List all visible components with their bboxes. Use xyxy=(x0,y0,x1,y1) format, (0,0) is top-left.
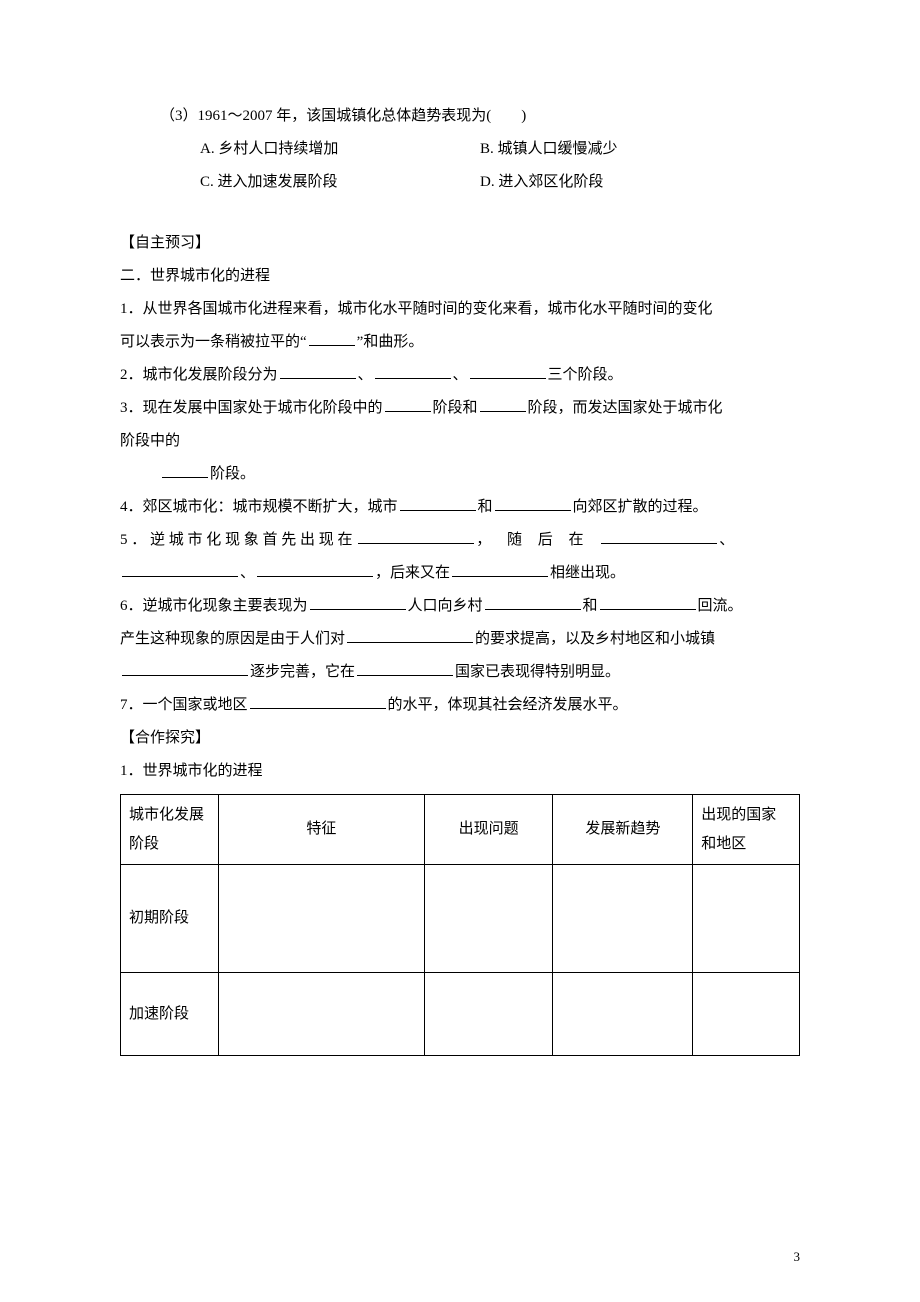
question-3-options-row1: A. 乡村人口持续增加 B. 城镇人口缓慢减少 xyxy=(120,133,800,166)
blank xyxy=(495,494,571,512)
table-row: 加速阶段 xyxy=(121,973,800,1056)
cell-empty xyxy=(553,973,693,1056)
blank xyxy=(385,395,431,413)
item-3e: 阶段。 xyxy=(210,466,255,482)
item-3a: 3．现在发展中国家处于城市化阶段中的 xyxy=(120,400,383,416)
item-3c: 阶段，而发达国家处于城市化 xyxy=(528,400,723,416)
item-5c: 、 xyxy=(719,532,734,548)
item-7: 7．一个国家或地区 的水平，体现其社会经济发展水平。 xyxy=(120,689,800,722)
item-3b: 阶段和 xyxy=(433,400,478,416)
item-6f: 的要求提高，以及乡村地区和小城镇 xyxy=(475,631,715,647)
option-d: D. 进入郊区化阶段 xyxy=(480,166,603,199)
question-3-stem: （3）1961～2007 年，该国城镇化总体趋势表现为( ) xyxy=(120,100,800,133)
item-1b: 可以表示为一条稍被拉平的“ xyxy=(120,334,307,350)
item-6h: 国家已表现得特别明显。 xyxy=(455,664,620,680)
page-number: 3 xyxy=(794,1243,801,1272)
question-3-options-row2: C. 进入加速发展阶段 D. 进入郊区化阶段 xyxy=(120,166,800,199)
item-5d: 、 xyxy=(240,565,255,581)
table-row: 初期阶段 xyxy=(121,865,800,973)
item-6a: 6．逆城市化现象主要表现为 xyxy=(120,598,308,614)
blank xyxy=(357,659,453,677)
item-7b: 的水平，体现其社会经济发展水平。 xyxy=(388,697,628,713)
cell-empty xyxy=(424,973,553,1056)
blank xyxy=(480,395,526,413)
th-problem: 出现问题 xyxy=(424,795,553,865)
item-1-line1: 1．从世界各国城市化进程来看，城市化水平随时间的变化来看，城市化水平随时间的变化 xyxy=(120,293,800,326)
urbanization-process-table: 城市化发展阶段 特征 出现问题 发展新趋势 出现的国家和地区 初期阶段 加速阶段 xyxy=(120,794,800,1056)
item-5-line2: 、 ，后来又在 相继出现。 xyxy=(120,557,800,590)
item-6-line1: 6．逆城市化现象主要表现为 人口向乡村 和 回流。 xyxy=(120,590,800,623)
blank xyxy=(122,560,238,578)
item-6c: 和 xyxy=(583,598,598,614)
section-coop: 【合作探究】 xyxy=(120,722,800,755)
item-2: 2．城市化发展阶段分为 、 、 三个阶段。 xyxy=(120,359,800,392)
item-2c: 三个阶段。 xyxy=(548,367,623,383)
blank xyxy=(600,593,696,611)
item-6-line3: 逐步完善，它在 国家已表现得特别明显。 xyxy=(120,656,800,689)
blank xyxy=(280,362,356,380)
item-3-line2: 阶段中的 xyxy=(120,425,800,458)
blank xyxy=(470,362,546,380)
blank xyxy=(122,659,248,677)
th-feature: 特征 xyxy=(218,795,424,865)
blank xyxy=(375,362,451,380)
th-trend: 发展新趋势 xyxy=(553,795,693,865)
th-region: 出现的国家和地区 xyxy=(693,795,800,865)
cell-empty xyxy=(218,865,424,973)
item-2-sep2: 、 xyxy=(453,367,468,383)
item-6e: 产生这种现象的原因是由于人们对 xyxy=(120,631,345,647)
item-1c: ”和曲形。 xyxy=(357,334,424,350)
item-1-line2: 可以表示为一条稍被拉平的“ ”和曲形。 xyxy=(120,326,800,359)
th-stage: 城市化发展阶段 xyxy=(121,795,219,865)
cell-empty xyxy=(693,973,800,1056)
item-4b: 和 xyxy=(478,499,493,515)
cell-empty xyxy=(553,865,693,973)
blank xyxy=(347,626,473,644)
item-2a: 2．城市化发展阶段分为 xyxy=(120,367,278,383)
item-3-line3: 阶段。 xyxy=(120,458,800,491)
cell-stage-accelerate: 加速阶段 xyxy=(121,973,219,1056)
topic-2-heading: 二．世界城市化的进程 xyxy=(120,260,800,293)
blank xyxy=(310,593,406,611)
coop-item-1: 1．世界城市化的进程 xyxy=(120,755,800,788)
blank xyxy=(601,527,717,545)
section-self-prep: 【自主预习】 xyxy=(120,227,800,260)
item-5-line1: 5 ． 逆 城 市 化 现 象 首 先 出 现 在 ， 随 后 在 、 xyxy=(120,524,800,557)
option-a: A. 乡村人口持续增加 xyxy=(200,133,480,166)
blank xyxy=(358,527,474,545)
option-b: B. 城镇人口缓慢减少 xyxy=(480,133,618,166)
blank xyxy=(452,560,548,578)
blank xyxy=(257,560,373,578)
item-5e: ，后来又在 xyxy=(375,565,450,581)
item-6g: 逐步完善，它在 xyxy=(250,664,355,680)
item-4a: 4．郊区城市化：城市规模不断扩大，城市 xyxy=(120,499,398,515)
item-6-line2: 产生这种现象的原因是由于人们对 的要求提高，以及乡村地区和小城镇 xyxy=(120,623,800,656)
item-5a: 5 ． 逆 城 市 化 现 象 首 先 出 现 在 xyxy=(120,532,356,548)
cell-empty xyxy=(218,973,424,1056)
blank xyxy=(250,692,386,710)
cell-empty xyxy=(693,865,800,973)
option-c: C. 进入加速发展阶段 xyxy=(200,166,480,199)
item-5b: ， 随 后 在 xyxy=(476,532,599,548)
item-3-line1: 3．现在发展中国家处于城市化阶段中的 阶段和 阶段，而发达国家处于城市化 xyxy=(120,392,800,425)
item-4: 4．郊区城市化：城市规模不断扩大，城市 和 向郊区扩散的过程。 xyxy=(120,491,800,524)
table-header-row: 城市化发展阶段 特征 出现问题 发展新趋势 出现的国家和地区 xyxy=(121,795,800,865)
blank xyxy=(309,329,355,347)
item-4c: 向郊区扩散的过程。 xyxy=(573,499,708,515)
blank xyxy=(485,593,581,611)
cell-stage-initial: 初期阶段 xyxy=(121,865,219,973)
item-5f: 相继出现。 xyxy=(550,565,625,581)
spacer xyxy=(120,199,800,227)
item-6d: 回流。 xyxy=(698,598,743,614)
page-container: （3）1961～2007 年，该国城镇化总体趋势表现为( ) A. 乡村人口持续… xyxy=(0,0,920,1302)
blank xyxy=(400,494,476,512)
cell-empty xyxy=(424,865,553,973)
blank xyxy=(162,461,208,479)
item-6b: 人口向乡村 xyxy=(408,598,483,614)
item-7a: 7．一个国家或地区 xyxy=(120,697,248,713)
item-2-sep1: 、 xyxy=(358,367,373,383)
